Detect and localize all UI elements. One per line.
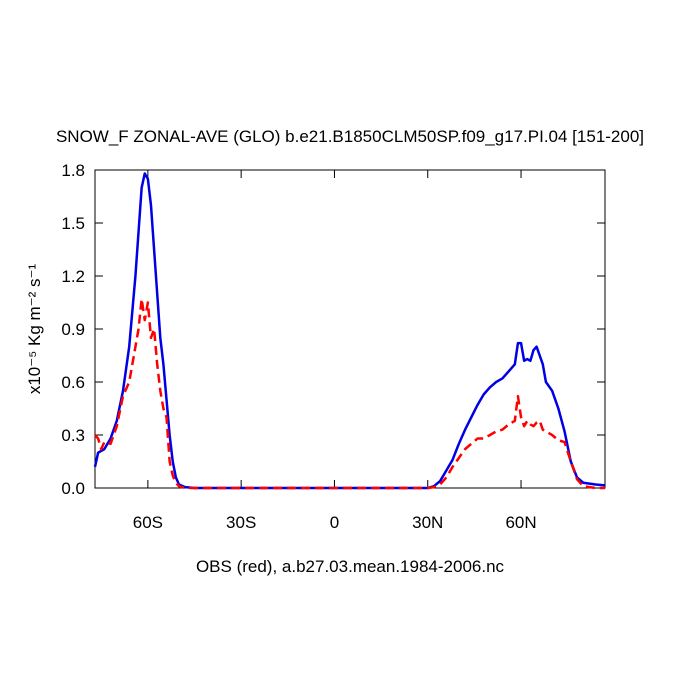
y-tick-label: 1.5 (61, 214, 85, 233)
x-tick-label: 30N (412, 513, 443, 532)
y-tick-label: 0.6 (61, 373, 85, 392)
chart-title: SNOW_F ZONAL-AVE (GLO) b.e21.B1850CLM50S… (56, 127, 644, 146)
x-tick-label: 0 (330, 513, 339, 532)
x-tick-label: 30S (226, 513, 256, 532)
series-line (94, 297, 605, 490)
x-tick-label: 60N (505, 513, 536, 532)
y-tick-label: 1.2 (61, 267, 85, 286)
y-tick-label: 0.3 (61, 426, 85, 445)
y-tick-label: 1.8 (61, 161, 85, 180)
y-tick-label: 0.9 (61, 320, 85, 339)
y-tick-label: 0.0 (61, 479, 85, 498)
x-axis-label: OBS (red), a.b27.03.mean.1984-2006.nc (196, 557, 505, 576)
x-tick-label: 60S (133, 513, 163, 532)
series-line (93, 172, 606, 490)
y-axis-label: x10⁻⁵ Kg m⁻² s⁻¹ (25, 264, 44, 395)
